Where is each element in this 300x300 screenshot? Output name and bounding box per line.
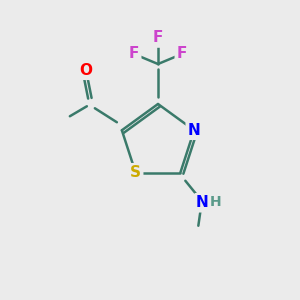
Text: F: F <box>177 46 187 62</box>
Text: S: S <box>130 165 141 180</box>
Text: F: F <box>129 46 139 62</box>
Text: N: N <box>188 123 200 138</box>
Text: N: N <box>196 195 209 210</box>
Text: H: H <box>209 195 221 209</box>
Text: F: F <box>153 31 163 46</box>
Text: O: O <box>80 63 92 78</box>
